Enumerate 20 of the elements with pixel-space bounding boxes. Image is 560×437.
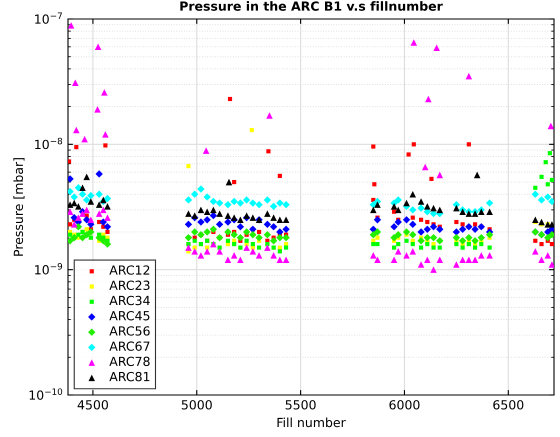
y-tick-label: 10$^{−9}$	[35, 263, 62, 274]
legend-label: ARC78	[109, 356, 150, 366]
y-axis-title: Pressure [mbar]	[13, 158, 25, 256]
y-tick-label: 10$^{−10}$	[30, 388, 62, 400]
x-tick-label: 5000	[182, 400, 212, 410]
x-tick-label: 5500	[286, 400, 316, 410]
legend-label: ARC34	[109, 296, 150, 306]
chart-title: Pressure in the ARC B1 v.s fillnumber	[180, 1, 443, 11]
legend-label: ARC67	[109, 341, 150, 351]
legend-label: ARC23	[109, 280, 150, 290]
legend-label: ARC81	[109, 372, 150, 382]
y-tick-label: 10$^{−8}$	[35, 138, 62, 150]
legend-label: ARC12	[109, 265, 150, 275]
x-tick-label: 6500	[493, 400, 524, 410]
x-tick-label: 4500	[78, 400, 108, 410]
x-tick-label: 6000	[389, 400, 420, 410]
y-tick-label: 10$^{−7}$	[35, 12, 62, 24]
legend-label: ARC45	[109, 310, 150, 320]
x-axis-title: Fill number	[277, 418, 346, 428]
legend-label: ARC56	[109, 326, 150, 336]
